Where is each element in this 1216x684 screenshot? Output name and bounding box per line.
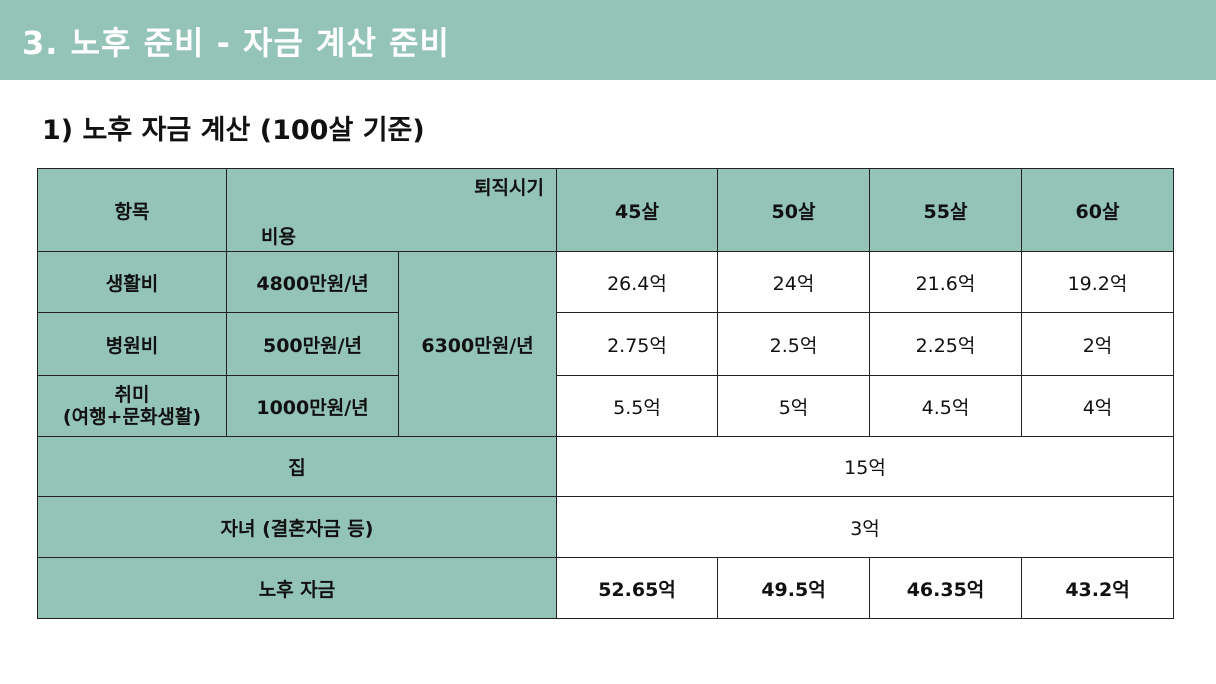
age-header-45: 45살 (556, 168, 718, 252)
total-value-50: 49.5억 (717, 557, 870, 619)
combined-cost-cell: 6300만원/년 (398, 251, 557, 437)
house-value: 15억 (556, 436, 1174, 497)
table-row: 취미 (여행+문화생활) 1000만원/년 5.5억 5억 4.5억 4억 (37, 375, 1174, 437)
page-title: 3. 노후 준비 - 자금 계산 준비 (22, 24, 450, 62)
living-cost-amount: 4800만원/년 (226, 251, 399, 313)
living-value-45: 26.4억 (556, 251, 718, 313)
total-value-60: 43.2억 (1021, 557, 1174, 619)
hobby-value-55: 4.5억 (869, 375, 1022, 437)
total-row: 노후 자금 52.65억 49.5억 46.35억 43.2억 (37, 557, 1174, 619)
hobby-value-45: 5.5억 (556, 375, 718, 437)
total-value-55: 46.35억 (869, 557, 1022, 619)
hospital-value-55: 2.25억 (869, 312, 1022, 376)
hobby-label-line2: (여행+문화생활) (62, 406, 202, 428)
table-row: 병원비 500만원/년 2.75억 2.5억 2.25억 2억 (37, 312, 1174, 376)
hobby-value-50: 5억 (717, 375, 870, 437)
retire-timing-label: 퇴직시기 (474, 177, 544, 199)
living-value-60: 19.2억 (1021, 251, 1174, 313)
hobby-cost-amount: 1000만원/년 (226, 375, 399, 437)
living-value-50: 24억 (717, 251, 870, 313)
row-label-living: 생활비 (37, 251, 227, 313)
row-label-total: 노후 자금 (37, 557, 557, 619)
hospital-value-45: 2.75억 (556, 312, 718, 376)
age-header-55: 55살 (869, 168, 1022, 252)
children-value: 3억 (556, 496, 1174, 558)
age-header-60: 60살 (1021, 168, 1174, 252)
table-row: 자녀 (결혼자금 등) 3억 (37, 496, 1174, 558)
row-label-hospital: 병원비 (37, 312, 227, 376)
row-label-hobby: 취미 (여행+문화생활) (37, 375, 227, 437)
item-header: 항목 (37, 168, 227, 252)
hobby-value-60: 4억 (1021, 375, 1174, 437)
diagonal-header-cell: 퇴직시기 비용 (226, 168, 557, 252)
row-label-house: 집 (37, 436, 557, 497)
hospital-cost-amount: 500만원/년 (226, 312, 399, 376)
cost-label: 비용 (261, 226, 296, 248)
title-banner: 3. 노후 준비 - 자금 계산 준비 (0, 0, 1216, 80)
table-row: 생활비 4800만원/년 6300만원/년 26.4억 24억 21.6억 19… (37, 251, 1174, 437)
age-header-50: 50살 (717, 168, 870, 252)
section-subtitle: 1) 노후 자금 계산 (100살 기준) (42, 115, 425, 146)
total-value-45: 52.65억 (556, 557, 718, 619)
retirement-fund-table: 항목 퇴직시기 비용 45살 50살 55살 60살 생활비 4800만원/년 … (37, 168, 1174, 619)
row-label-children: 자녀 (결혼자금 등) (37, 496, 557, 558)
hospital-value-60: 2억 (1021, 312, 1174, 376)
table-row: 집 15억 (37, 436, 1174, 497)
living-value-55: 21.6억 (869, 251, 1022, 313)
hobby-label-line1: 취미 (114, 384, 150, 406)
hospital-value-50: 2.5억 (717, 312, 870, 376)
header-row: 항목 퇴직시기 비용 45살 50살 55살 60살 (37, 168, 1174, 252)
